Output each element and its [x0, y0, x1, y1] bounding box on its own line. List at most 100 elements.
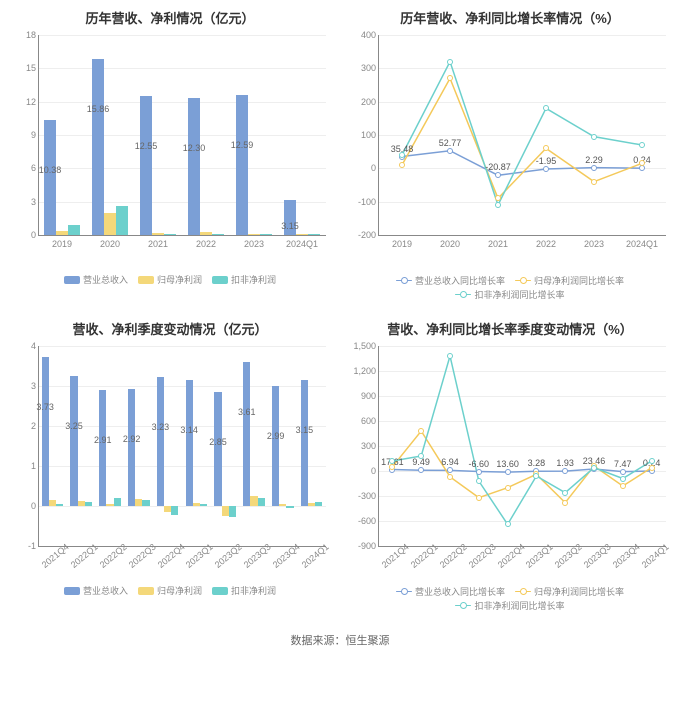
bar [92, 59, 104, 235]
x-tick: 2023Q4 [271, 542, 302, 570]
line-point [591, 134, 597, 140]
bar [286, 506, 293, 508]
legend-item: 营业总收入 [64, 273, 128, 286]
x-tick: 2023Q4 [611, 542, 642, 570]
x-tick: 2022Q3 [467, 542, 498, 570]
bar [258, 498, 265, 506]
legend-swatch [64, 276, 80, 284]
bar [188, 98, 200, 235]
y-tick: 1,200 [353, 366, 376, 376]
line-point [447, 474, 453, 480]
legend-label: 扣非净利润同比增长率 [474, 599, 564, 612]
x-tick: 2021Q4 [40, 542, 71, 570]
y-tick: 300 [361, 441, 376, 451]
y-tick: 100 [361, 130, 376, 140]
x-tick: 2022Q1 [409, 542, 440, 570]
legend-item: 扣非净利润 [212, 584, 276, 597]
chart-title: 历年营收、净利同比增长率情况（%） [346, 8, 674, 27]
legend-label: 扣非净利润 [231, 273, 276, 286]
chart-title: 营收、净利季度变动情况（亿元） [6, 319, 334, 338]
bar [44, 120, 56, 235]
bar [279, 504, 286, 506]
chart-title: 营收、净利同比增长率季度变动情况（%） [346, 319, 674, 338]
bar [49, 500, 56, 506]
legend-item: 营业总收入同比增长率 [396, 274, 505, 287]
x-tick: 2023 [244, 239, 264, 249]
plot-area: -1012343.733.252.912.923.233.142.853.612… [38, 346, 326, 546]
y-tick: 18 [26, 30, 36, 40]
legend-label: 归母净利润 [157, 584, 202, 597]
point-value-label: 13.60 [496, 459, 519, 469]
x-tick: 2024Q1 [639, 542, 670, 570]
legend-item: 归母净利润 [138, 273, 202, 286]
line-point [620, 469, 626, 475]
point-value-label: 52.77 [439, 138, 462, 148]
line-point [620, 476, 626, 482]
line-point [495, 195, 501, 201]
line-point [418, 467, 424, 473]
bar-value-label: 2.92 [123, 434, 141, 444]
bar [116, 206, 128, 235]
bar [70, 376, 77, 506]
y-tick: 0 [371, 466, 376, 476]
x-tick: 2022 [196, 239, 216, 249]
y-tick: 900 [361, 391, 376, 401]
line-point [562, 468, 568, 474]
bar [171, 506, 178, 515]
bar [308, 503, 315, 506]
line-point [649, 458, 655, 464]
line-point [495, 172, 501, 178]
bar [200, 504, 207, 506]
line-point [476, 469, 482, 475]
legend-label: 归母净利润同比增长率 [534, 274, 624, 287]
bar-value-label: 3.15 [296, 425, 314, 435]
line-point [399, 152, 405, 158]
y-tick: 6 [31, 163, 36, 173]
bar-value-label: 12.30 [183, 143, 206, 153]
line-point [543, 166, 549, 172]
x-tick: 2020 [100, 239, 120, 249]
legend-item: 营业总收入同比增长率 [396, 585, 505, 598]
bar [128, 389, 135, 506]
bar [243, 362, 250, 506]
legend: 营业总收入同比增长率归母净利润同比增长率扣非净利润同比增长率 [346, 580, 674, 618]
y-tick: 0 [371, 163, 376, 173]
legend: 营业总收入 归母净利润扣非净利润 [6, 580, 334, 603]
x-tick: 2023Q1 [524, 542, 555, 570]
legend-label: 归母净利润 [157, 273, 202, 286]
x-tick: 2022Q3 [127, 542, 158, 570]
bar-value-label: 3.14 [180, 425, 198, 435]
line-point [447, 467, 453, 473]
bar-value-label: 12.55 [135, 141, 158, 151]
line-point [639, 165, 645, 171]
bar [135, 499, 142, 506]
line-point [505, 485, 511, 491]
chart-c1: 历年营收、净利情况（亿元）036912151810.3815.8612.5512… [0, 0, 340, 311]
bar-value-label: 10.38 [39, 165, 62, 175]
legend-item: 营业总收入 [64, 584, 128, 597]
chart-c4: 营收、净利同比增长率季度变动情况（%）-900-600-300030060090… [340, 311, 680, 622]
bar-value-label: 12.59 [231, 140, 254, 150]
bar [142, 500, 149, 506]
legend-swatch [455, 605, 471, 606]
line-point [649, 465, 655, 471]
y-tick: -600 [358, 516, 376, 526]
legend-swatch [138, 276, 154, 284]
y-tick: 3 [31, 197, 36, 207]
chart-title: 历年营收、净利情况（亿元） [6, 8, 334, 27]
bar-value-label: 15.86 [87, 104, 110, 114]
x-tick: 2024Q1 [626, 239, 658, 249]
bar [104, 213, 116, 235]
line-point [447, 75, 453, 81]
line-point [418, 428, 424, 434]
line-point [543, 105, 549, 111]
chart-c2: 历年营收、净利同比增长率情况（%）-200-100010020030040035… [340, 0, 680, 311]
line-point [505, 521, 511, 527]
x-tick: 2021 [488, 239, 508, 249]
line-point [591, 165, 597, 171]
bar [315, 502, 322, 506]
x-tick: 2022 [536, 239, 556, 249]
bar [229, 506, 236, 517]
line-point [591, 465, 597, 471]
y-tick: 15 [26, 63, 36, 73]
